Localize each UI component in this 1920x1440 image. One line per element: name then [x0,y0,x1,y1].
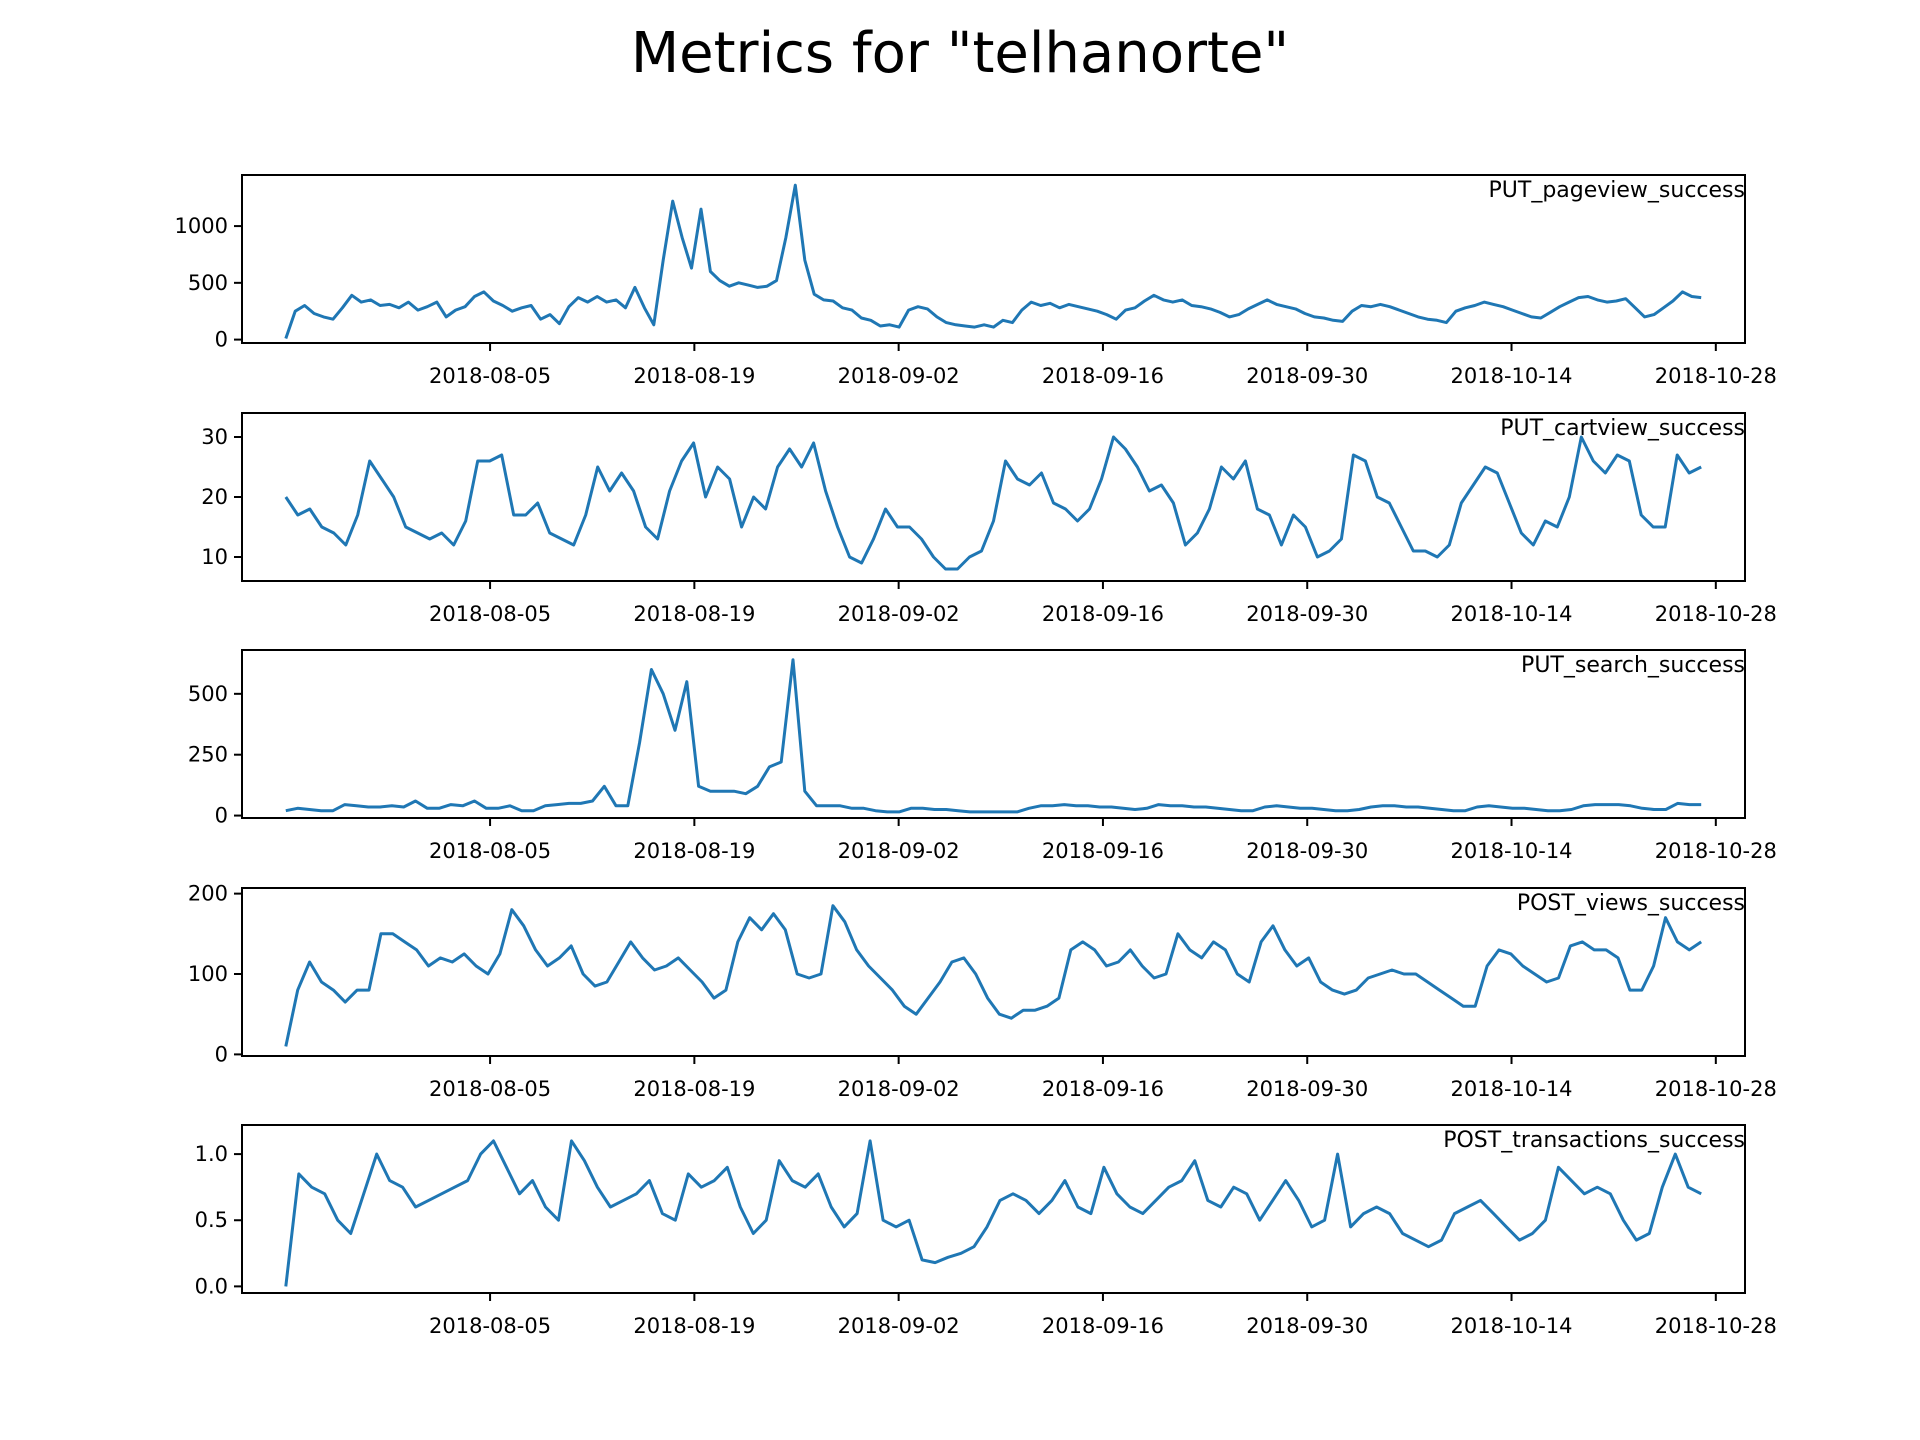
x-tick-label: 2018-10-28 [1655,602,1777,626]
y-tick-label: 10 [201,545,228,569]
x-tick-label: 2018-09-16 [1042,602,1164,626]
series-line-PUT_cartview_success [284,435,1702,571]
x-tick-label: 2018-09-16 [1042,839,1164,863]
x-tick-label: 2018-08-19 [633,839,755,863]
y-tick-label: 0.5 [195,1208,228,1232]
x-tick-label: 2018-08-19 [633,602,755,626]
x-tick-label: 2018-10-14 [1451,1314,1573,1338]
x-tick-label: 2018-08-19 [633,1314,755,1338]
x-tick-label: 2018-09-02 [838,364,960,388]
x-tick-label: 2018-10-28 [1655,1314,1777,1338]
series-label: PUT_cartview_success [1500,416,1745,441]
y-tick-label: 30 [201,425,228,449]
x-tick-label: 2018-09-16 [1042,364,1164,388]
y-tick-label: 0 [215,328,228,352]
y-tick-label: 1.0 [195,1142,228,1166]
x-tick-label: 2018-08-05 [429,839,551,863]
series-line-POST_views_success [284,904,1703,1047]
x-tick-label: 2018-09-30 [1246,1314,1368,1338]
panel-PUT_search_success: 0 250 500 2018-08-05 2018-08-19 2018-09-02 201… [188,649,1777,863]
axes-frame [241,649,1746,819]
panel-POST_views_success: 0 100 200 2018-08-05 2018-08-19 2018-09-02 201… [188,882,1777,1101]
y-tick-label: 0.0 [195,1274,228,1298]
x-tick-label: 2018-10-28 [1655,364,1777,388]
x-tick-label: 2018-10-14 [1451,1077,1573,1101]
x-tick-label: 2018-08-05 [429,1077,551,1101]
y-tick-label: 500 [188,682,228,706]
x-tick-label: 2018-10-14 [1451,364,1573,388]
x-tick-label: 2018-09-30 [1246,839,1368,863]
y-tick-label: 1000 [175,214,228,238]
x-tick-label: 2018-08-19 [633,364,755,388]
axes-frame [241,1124,1746,1294]
axes-frame [241,887,1746,1057]
series-label: PUT_search_success [1521,653,1745,678]
series-label: POST_transactions_success [1443,1128,1745,1153]
y-tick-label: 0 [215,804,228,828]
axes-frame [241,174,1746,344]
x-tick-label: 2018-09-02 [838,1314,960,1338]
series-line-PUT_search_success [285,658,1702,814]
x-tick-label: 2018-08-05 [429,602,551,626]
series-label: PUT_pageview_success [1489,178,1745,203]
y-tick-label: 100 [188,962,228,986]
panel-POST_transactions_success: 0.0 0.5 1.0 2018-08-05 2018-08-19 2018-09-02 2… [195,1124,1777,1338]
x-tick-label: 2018-08-19 [633,1077,755,1101]
x-tick-label: 2018-09-02 [838,839,960,863]
y-tick-label: 200 [188,882,228,906]
x-tick-label: 2018-10-14 [1451,839,1573,863]
y-tick-label: 500 [188,271,228,295]
x-tick-label: 2018-09-02 [838,602,960,626]
x-tick-label: 2018-09-16 [1042,1314,1164,1338]
y-tick-label: 250 [188,743,228,767]
y-tick-label: 20 [201,485,228,509]
y-tick-label: 0 [215,1042,228,1066]
series-line-PUT_pageview_success [284,183,1702,339]
x-tick-label: 2018-10-14 [1451,602,1573,626]
x-tick-label: 2018-10-28 [1655,1077,1777,1101]
series-line-POST_transactions_success [284,1139,1702,1287]
x-tick-label: 2018-09-30 [1246,602,1368,626]
x-tick-label: 2018-09-30 [1246,1077,1368,1101]
x-tick-label: 2018-08-05 [429,1314,551,1338]
panel-PUT_cartview_success: 10 20 30 2018-08-05 2018-08-19 2018-09-02 2018… [201,412,1777,626]
chart-title: Metrics for "telhanorte" [631,21,1289,86]
x-tick-label: 2018-09-30 [1246,364,1368,388]
x-tick-label: 2018-10-28 [1655,839,1777,863]
x-tick-label: 2018-08-05 [429,364,551,388]
panel-PUT_pageview_success: 0 500 1000 2018-08-05 2018-08-19 2018-09-02 20… [175,174,1777,388]
series-label: POST_views_success [1517,891,1745,916]
x-tick-label: 2018-09-02 [838,1077,960,1101]
x-tick-label: 2018-09-16 [1042,1077,1164,1101]
